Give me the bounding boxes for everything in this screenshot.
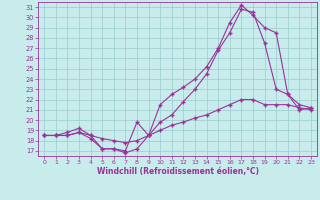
X-axis label: Windchill (Refroidissement éolien,°C): Windchill (Refroidissement éolien,°C)	[97, 167, 259, 176]
